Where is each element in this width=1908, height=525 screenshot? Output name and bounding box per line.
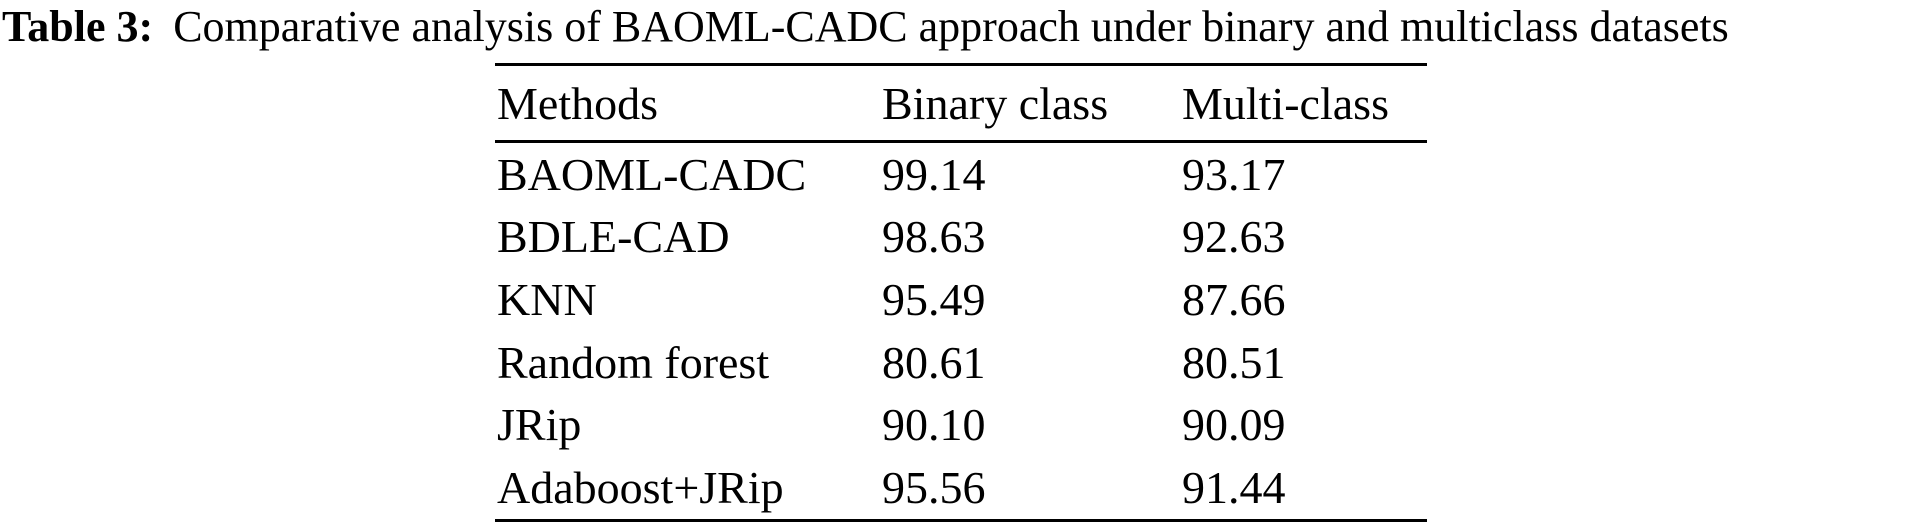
multi-class-cell: 80.51 <box>1182 336 1286 388</box>
table-row: BDLE-CAD 98.63 92.63 <box>495 206 1427 269</box>
method-cell: Adaboost+JRip <box>497 461 784 513</box>
column-header-methods: Methods <box>497 77 658 129</box>
method-cell: BDLE-CAD <box>497 211 730 263</box>
comparison-table: Methods Binary class Multi-class BAOML-C… <box>495 63 1427 522</box>
multi-class-cell: 93.17 <box>1182 148 1286 200</box>
multi-class-cell: 90.09 <box>1182 399 1286 451</box>
table-row: JRip 90.10 90.09 <box>495 393 1427 456</box>
table-caption-text: Comparative analysis of BAOML-CADC appro… <box>173 2 1729 51</box>
table-row: Adaboost+JRip 95.56 91.44 <box>495 456 1427 520</box>
multi-class-cell: 92.63 <box>1182 211 1286 263</box>
multi-class-cell: 91.44 <box>1182 461 1286 513</box>
method-cell: KNN <box>497 273 597 325</box>
table-header-row: Methods Binary class Multi-class <box>495 64 1427 142</box>
table-row: KNN 95.49 87.66 <box>495 268 1427 331</box>
method-cell: JRip <box>497 399 582 451</box>
method-cell: Random forest <box>497 336 770 388</box>
multi-class-cell: 87.66 <box>1182 273 1286 325</box>
binary-class-cell: 80.61 <box>882 336 986 388</box>
table-row: BAOML-CADC 99.14 93.17 <box>495 142 1427 206</box>
table-row: Random forest 80.61 80.51 <box>495 331 1427 394</box>
table-caption-label: Table 3: <box>2 2 154 51</box>
binary-class-cell: 95.49 <box>882 273 986 325</box>
binary-class-cell: 98.63 <box>882 211 986 263</box>
table-caption: Table 3: Comparative analysis of BAOML-CA… <box>2 0 1908 54</box>
method-cell: BAOML-CADC <box>497 148 807 200</box>
column-header-multi-class: Multi-class <box>1182 77 1389 129</box>
binary-class-cell: 99.14 <box>882 148 986 200</box>
column-header-binary-class: Binary class <box>882 77 1109 129</box>
binary-class-cell: 90.10 <box>882 399 986 451</box>
binary-class-cell: 95.56 <box>882 461 986 513</box>
